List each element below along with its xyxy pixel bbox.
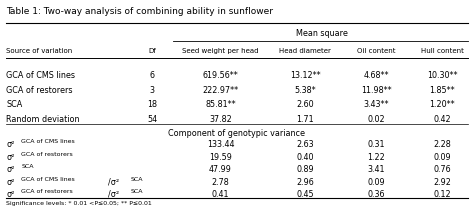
Text: 3: 3 (150, 86, 155, 95)
Text: 1.85**: 1.85** (429, 86, 455, 95)
Text: 1.20**: 1.20** (429, 100, 455, 109)
Text: σ²: σ² (6, 178, 15, 187)
Text: GCA of CMS lines: GCA of CMS lines (21, 177, 75, 182)
Text: SCA: SCA (21, 164, 34, 169)
Text: 0.89: 0.89 (297, 165, 314, 174)
Text: 2.92: 2.92 (433, 178, 451, 187)
Text: SCA: SCA (6, 100, 22, 109)
Text: Component of genotypic variance: Component of genotypic variance (168, 129, 306, 138)
Text: 37.82: 37.82 (209, 115, 232, 124)
Text: 0.42: 0.42 (433, 115, 451, 124)
Text: 0.36: 0.36 (367, 190, 385, 199)
Text: 2.28: 2.28 (433, 140, 451, 149)
Text: /σ²: /σ² (108, 190, 119, 199)
Text: Oil content: Oil content (357, 48, 395, 54)
Text: σ²: σ² (6, 190, 15, 199)
Text: 3.43**: 3.43** (363, 100, 389, 109)
Text: Head diameter: Head diameter (279, 48, 331, 54)
Text: Mean square: Mean square (296, 29, 348, 38)
Text: Seed weight per head: Seed weight per head (182, 48, 259, 54)
Text: σ²: σ² (6, 153, 15, 162)
Text: 47.99: 47.99 (209, 165, 232, 174)
Text: Random deviation: Random deviation (6, 115, 80, 124)
Text: σ²: σ² (6, 140, 15, 149)
Text: 0.31: 0.31 (367, 140, 385, 149)
Text: GCA of restorers: GCA of restorers (6, 86, 73, 95)
Text: 0.09: 0.09 (367, 178, 385, 187)
Text: GCA of restorers: GCA of restorers (21, 189, 73, 194)
Text: 619.56**: 619.56** (202, 71, 238, 80)
Text: 0.41: 0.41 (212, 190, 229, 199)
Text: 11.98**: 11.98** (361, 86, 392, 95)
Text: σ²: σ² (6, 165, 15, 174)
Text: GCA of restorers: GCA of restorers (21, 152, 73, 157)
Text: 3.41: 3.41 (367, 165, 385, 174)
Text: 0.09: 0.09 (433, 153, 451, 162)
Text: 54: 54 (147, 115, 157, 124)
Text: 1.22: 1.22 (367, 153, 385, 162)
Text: /σ²: /σ² (108, 178, 119, 187)
Text: 2.63: 2.63 (297, 140, 314, 149)
Text: 6: 6 (150, 71, 155, 80)
Text: Hull content: Hull content (420, 48, 464, 54)
Text: 10.30**: 10.30** (427, 71, 457, 80)
Text: SCA: SCA (130, 189, 143, 194)
Text: 19.59: 19.59 (209, 153, 232, 162)
Text: 2.60: 2.60 (297, 100, 314, 109)
Text: Significance levels: * 0.01 <P≤0.05; ** P≤0.01: Significance levels: * 0.01 <P≤0.05; ** … (6, 201, 152, 206)
Text: 222.97**: 222.97** (202, 86, 238, 95)
Text: 18: 18 (147, 100, 157, 109)
Text: 5.38*: 5.38* (294, 86, 316, 95)
Text: Source of variation: Source of variation (6, 48, 73, 54)
Text: 13.12**: 13.12** (290, 71, 320, 80)
Text: 0.40: 0.40 (297, 153, 314, 162)
Text: 2.96: 2.96 (296, 178, 314, 187)
Text: 0.76: 0.76 (433, 165, 451, 174)
Text: 0.02: 0.02 (367, 115, 385, 124)
Text: 133.44: 133.44 (207, 140, 234, 149)
Text: Df: Df (148, 48, 156, 54)
Text: 0.12: 0.12 (433, 190, 451, 199)
Text: 0.45: 0.45 (297, 190, 314, 199)
Text: 1.71: 1.71 (297, 115, 314, 124)
Text: 4.68**: 4.68** (363, 71, 389, 80)
Text: 85.81**: 85.81** (205, 100, 236, 109)
Text: GCA of CMS lines: GCA of CMS lines (6, 71, 75, 80)
Text: 2.78: 2.78 (211, 178, 229, 187)
Text: GCA of CMS lines: GCA of CMS lines (21, 139, 75, 144)
Text: Table 1: Two-way analysis of combining ability in sunflower: Table 1: Two-way analysis of combining a… (6, 6, 273, 15)
Text: SCA: SCA (130, 177, 143, 182)
